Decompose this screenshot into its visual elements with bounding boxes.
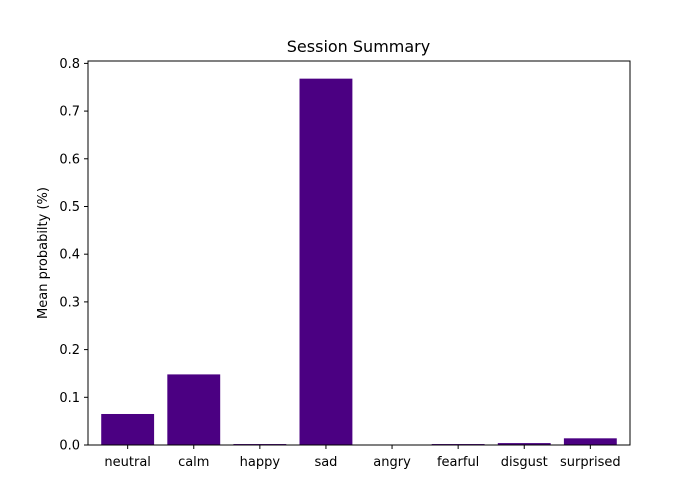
plot-frame xyxy=(87,60,631,446)
y-tick-label: 0.4 xyxy=(59,248,80,263)
x-tick-label-sad: sad xyxy=(314,455,337,470)
bar-sad xyxy=(299,78,353,446)
x-tick-label-surprised: surprised xyxy=(560,455,621,470)
y-tick-label: 0.5 xyxy=(59,200,80,215)
y-tick-label: 0.3 xyxy=(59,295,80,310)
y-tick-label: 0.2 xyxy=(59,343,80,358)
y-tick-label: 0.8 xyxy=(59,57,80,72)
y-tick-label: 0.0 xyxy=(59,439,80,454)
y-tick-label: 0.7 xyxy=(59,105,80,120)
y-tick-label: 0.1 xyxy=(59,391,80,406)
y-axis-title: Mean probabilty (%) xyxy=(36,187,51,319)
x-axis-ticks: neutral calm happy sad angry fearful disgust su… xyxy=(104,445,621,470)
x-tick-label-disgust: disgust xyxy=(501,455,548,470)
bars-layer xyxy=(101,78,617,446)
y-tick-label: 0.6 xyxy=(59,152,80,167)
bar-surprised xyxy=(563,438,617,445)
y-axis-ticks: 0.0 0.1 0.2 0.3 0.4 0.5 0.6 0.7 0.8 xyxy=(59,57,88,454)
bar-disgust xyxy=(497,443,551,445)
bar-calm xyxy=(167,374,221,445)
x-tick-label-angry: angry xyxy=(373,455,411,470)
bar-neutral xyxy=(101,413,155,445)
x-tick-label-calm: calm xyxy=(178,455,209,470)
x-tick-label-fearful: fearful xyxy=(437,455,479,470)
chart-title: Session Summary xyxy=(287,37,430,56)
x-tick-label-neutral: neutral xyxy=(104,455,151,470)
x-tick-label-happy: happy xyxy=(240,455,281,470)
